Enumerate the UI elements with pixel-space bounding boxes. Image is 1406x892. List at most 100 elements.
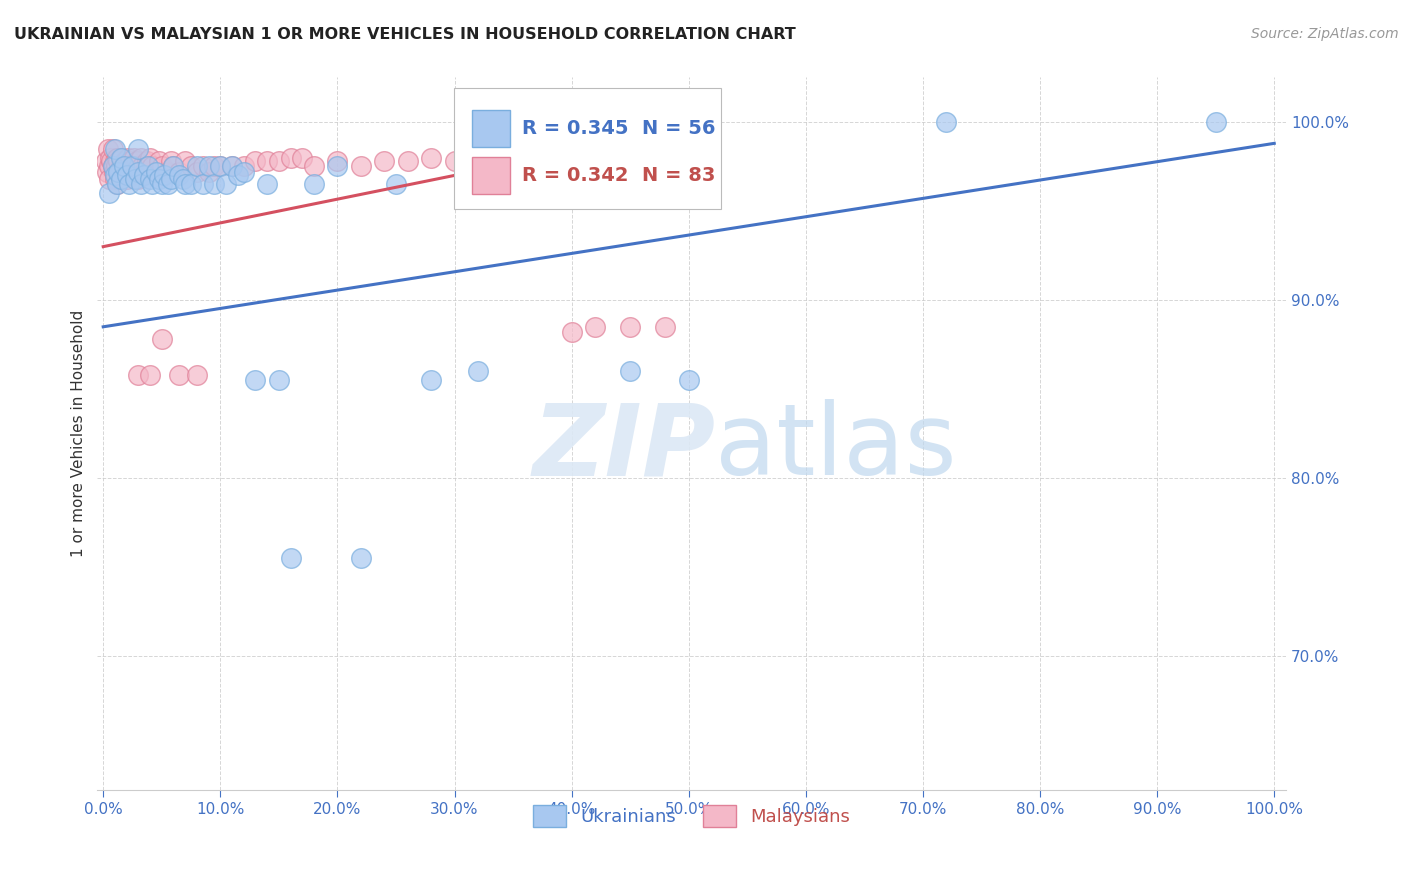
Point	[98, 172, 121, 186]
Point	[112, 160, 135, 174]
Point	[180, 178, 202, 192]
Point	[98, 151, 121, 165]
Point	[160, 172, 183, 186]
Point	[654, 319, 676, 334]
Point	[148, 172, 170, 186]
Point	[267, 154, 290, 169]
Point	[169, 165, 191, 179]
Point	[105, 151, 128, 165]
Point	[186, 368, 208, 382]
Point	[94, 154, 117, 169]
Point	[129, 178, 152, 192]
Point	[121, 160, 143, 174]
Point	[191, 160, 214, 174]
Point	[110, 160, 132, 174]
Point	[105, 178, 128, 192]
Point	[245, 154, 267, 169]
Point	[120, 154, 142, 169]
Point	[561, 115, 583, 129]
Point	[117, 151, 139, 165]
Point	[105, 178, 128, 192]
Point	[127, 154, 149, 169]
Point	[127, 160, 149, 174]
FancyBboxPatch shape	[472, 110, 510, 146]
Point	[350, 551, 373, 566]
Point	[385, 178, 408, 192]
Point	[420, 151, 443, 165]
Point	[174, 178, 197, 192]
Point	[107, 154, 129, 169]
Point	[583, 319, 606, 334]
Point	[125, 165, 148, 179]
Point	[150, 178, 173, 192]
Text: ZIP: ZIP	[533, 400, 716, 497]
Point	[326, 154, 349, 169]
Point	[120, 165, 142, 179]
Point	[110, 172, 132, 186]
Point	[221, 160, 243, 174]
Point	[467, 364, 489, 378]
Point	[326, 160, 349, 174]
Point	[110, 151, 132, 165]
Text: R = 0.345  N = 56: R = 0.345 N = 56	[522, 119, 716, 137]
Point	[127, 142, 149, 156]
Point	[186, 165, 208, 179]
Point	[115, 169, 138, 183]
Point	[141, 178, 163, 192]
Point	[101, 160, 124, 174]
Point	[420, 373, 443, 387]
Point	[108, 165, 131, 179]
Point	[104, 169, 127, 183]
Point	[191, 178, 214, 192]
Y-axis label: 1 or more Vehicles in Household: 1 or more Vehicles in Household	[72, 310, 86, 558]
Point	[169, 169, 191, 183]
Point	[122, 151, 145, 165]
Point	[150, 160, 173, 174]
Text: Source: ZipAtlas.com: Source: ZipAtlas.com	[1251, 27, 1399, 41]
Point	[98, 160, 121, 174]
Point	[561, 325, 583, 339]
Point	[209, 160, 232, 174]
Point	[443, 154, 465, 169]
Point	[145, 165, 167, 179]
Point	[114, 154, 136, 169]
Point	[115, 160, 138, 174]
Point	[97, 142, 120, 156]
Point	[145, 165, 167, 179]
Point	[121, 160, 143, 174]
Point	[160, 154, 183, 169]
Point	[174, 154, 197, 169]
Point	[111, 151, 134, 165]
Point	[162, 160, 184, 174]
Point	[101, 142, 124, 156]
Point	[162, 160, 184, 174]
Point	[226, 169, 249, 183]
Point	[396, 154, 419, 169]
Point	[169, 368, 191, 382]
Point	[373, 154, 395, 169]
Point	[619, 319, 641, 334]
Point	[537, 147, 560, 161]
Point	[112, 165, 135, 179]
Point	[280, 151, 302, 165]
Point	[118, 178, 141, 192]
Point	[127, 165, 149, 179]
Legend: Ukrainians, Malaysians: Ukrainians, Malaysians	[526, 797, 858, 834]
Point	[118, 160, 141, 174]
Point	[172, 172, 194, 186]
Point	[124, 160, 146, 174]
Text: atlas: atlas	[716, 400, 957, 497]
Point	[150, 332, 173, 346]
Point	[107, 165, 129, 179]
Point	[245, 373, 267, 387]
Point	[112, 160, 135, 174]
Point	[502, 151, 524, 165]
Point	[153, 169, 176, 183]
Point	[209, 160, 232, 174]
Point	[302, 178, 325, 192]
Point	[124, 172, 146, 186]
Point	[148, 154, 170, 169]
Point	[129, 151, 152, 165]
Point	[127, 368, 149, 382]
Point	[1205, 115, 1227, 129]
